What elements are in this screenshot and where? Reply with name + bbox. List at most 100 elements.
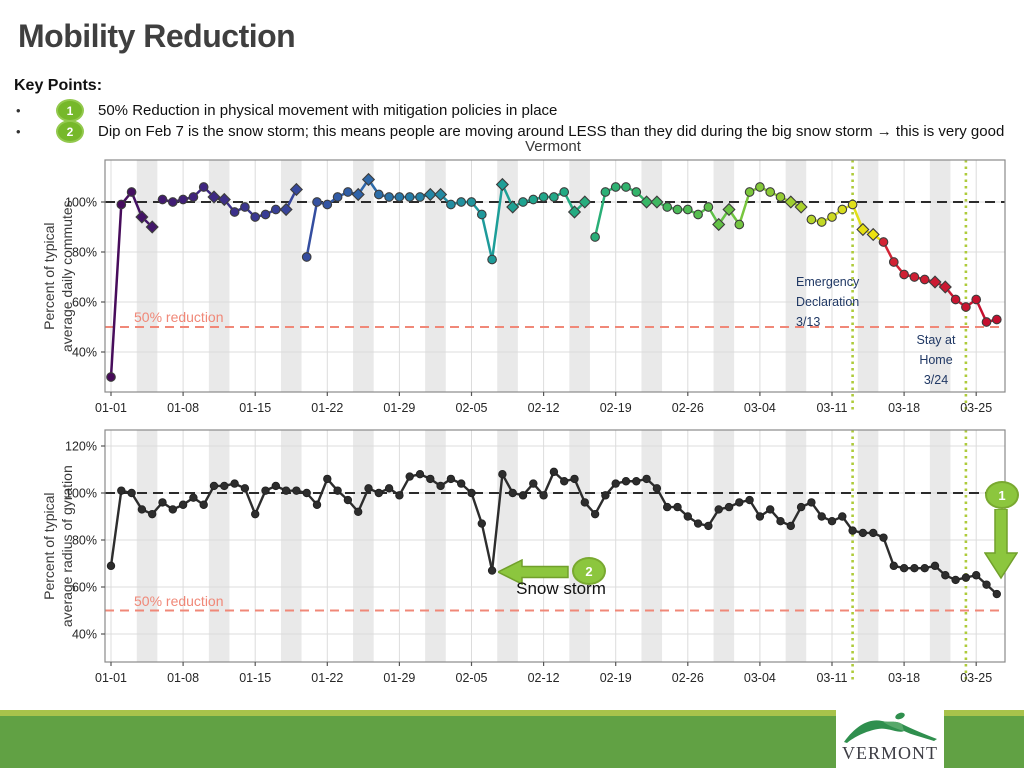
data-point: [457, 479, 466, 488]
data-point: [673, 502, 682, 512]
data-point: [198, 182, 209, 192]
axis-ticks: 01-01 01-08 01-15 01-22 01-29 02-05 02-12 02-19…: [65, 440, 992, 686]
data-point: [240, 484, 250, 493]
data-point: [682, 204, 693, 215]
data-point: [549, 192, 559, 202]
bullet-dot-icon: •: [16, 124, 21, 139]
x-tick-label: 03-18: [888, 671, 920, 685]
reduction-label-commutes: 50% reduction: [134, 309, 224, 325]
y-tick-label: 60%: [72, 296, 97, 310]
data-point: [961, 573, 971, 582]
x-tick-label: 01-08: [167, 401, 199, 415]
data-point: [837, 204, 848, 215]
data-point: [333, 486, 342, 495]
data-point: [878, 237, 889, 247]
data-point: [786, 521, 795, 531]
data-point: [476, 209, 487, 220]
y-tick-label: 40%: [72, 628, 97, 642]
data-point: [322, 199, 333, 210]
data-point: [404, 192, 415, 202]
page-title: Mobility Reduction: [18, 18, 296, 54]
data-point: [642, 474, 651, 484]
data-point: [724, 502, 734, 512]
data-point: [910, 564, 919, 573]
data-point: [312, 500, 322, 509]
data-point: [765, 187, 776, 197]
data-point: [436, 481, 445, 491]
reduction-label-gyration: 50% reduction: [134, 593, 224, 609]
vermont-logo-text: VERMONT: [842, 743, 938, 763]
data-point: [250, 509, 260, 519]
data-point: [919, 274, 930, 285]
data-point: [590, 232, 600, 242]
data-point: [423, 187, 437, 202]
axes-border: [104, 159, 1006, 393]
gyration-chart: 01-01 01-08 01-15 01-22 01-29 02-05 02-12 02-19…: [65, 429, 1006, 686]
data-point: [838, 512, 847, 521]
x-tick-label: 01-15: [239, 671, 271, 685]
data-point: [930, 561, 940, 571]
data-point: [127, 488, 136, 498]
data-point: [888, 257, 899, 267]
series-markers: [106, 172, 1002, 382]
data-point: [560, 477, 569, 486]
reduction-badge-1: 1: [985, 481, 1019, 509]
data-point: [972, 571, 981, 580]
data-point: [632, 477, 641, 486]
data-point: [261, 486, 270, 495]
key-point-2-text: Dip on Feb 7 is the snow storm; this mea…: [98, 123, 1005, 140]
data-point: [816, 217, 827, 227]
data-point: [415, 470, 425, 479]
x-tick-label: 01-22: [311, 401, 343, 415]
data-point: [456, 197, 467, 207]
data-point: [611, 479, 620, 488]
data-point: [157, 194, 168, 205]
data-point: [467, 488, 476, 498]
data-point: [703, 202, 714, 212]
data-point: [518, 197, 528, 207]
x-tick-label: 01-15: [239, 401, 271, 415]
y-tick-label: 100%: [65, 196, 97, 210]
data-point: [610, 182, 621, 192]
data-point: [240, 202, 250, 212]
data-point: [817, 512, 826, 521]
data-point: [856, 222, 870, 237]
data-point: [270, 204, 281, 215]
data-point: [106, 561, 116, 571]
x-tick-label: 01-29: [383, 671, 415, 685]
data-point: [722, 202, 736, 217]
data-point: [663, 502, 672, 512]
data-point: [745, 495, 754, 505]
data-point: [827, 517, 837, 526]
x-tick-label: 03-11: [816, 401, 847, 415]
data-point: [395, 491, 404, 500]
data-point: [938, 280, 952, 294]
data-point: [158, 498, 167, 507]
data-point: [250, 212, 261, 222]
data-point: [879, 533, 888, 542]
vermont-mountain-icon: [844, 712, 937, 743]
data-point: [220, 481, 229, 491]
data-point: [343, 495, 353, 505]
data-point: [487, 254, 497, 265]
data-point: [354, 507, 363, 516]
data-point: [755, 182, 765, 192]
data-point: [361, 172, 376, 187]
snow-storm-left-arrow-icon: [498, 559, 569, 585]
x-tick-label: 01-22: [311, 671, 343, 685]
x-tick-label: 03-04: [744, 671, 776, 685]
data-point: [652, 484, 662, 493]
y-tick-label: 40%: [72, 346, 97, 360]
commutes-chart: 01-01 01-08 01-15 01-22 01-29 02-05 02-12 02-19…: [65, 159, 1006, 415]
x-tick-label: 01-08: [167, 671, 199, 685]
bullet-dot-icon: •: [16, 103, 21, 118]
data-point: [784, 195, 798, 209]
data-point: [506, 200, 520, 214]
data-point: [188, 192, 199, 202]
data-point: [889, 561, 898, 571]
data-point: [539, 491, 548, 500]
data-point: [621, 477, 631, 486]
data-point: [498, 470, 507, 479]
data-point: [508, 488, 517, 498]
data-point: [477, 519, 486, 528]
